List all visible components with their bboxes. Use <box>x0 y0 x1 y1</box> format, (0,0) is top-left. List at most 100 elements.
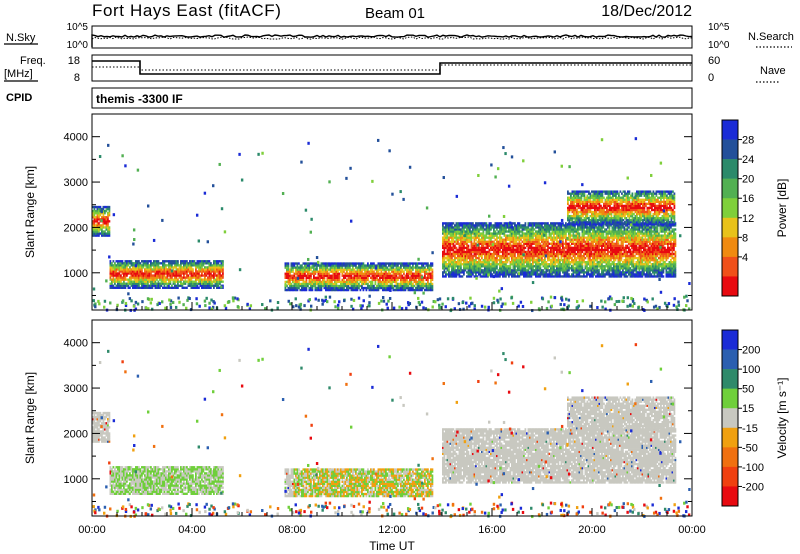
power-cell <box>508 256 510 260</box>
power-cell <box>370 270 372 273</box>
power-cell <box>139 276 142 279</box>
power-cell <box>328 284 330 288</box>
power-cell <box>352 278 354 282</box>
power-cell <box>192 268 194 271</box>
power-cell <box>123 270 125 273</box>
power-cell <box>135 262 137 265</box>
power-cell <box>467 228 470 231</box>
power-cell <box>454 271 456 274</box>
power-cell <box>395 276 398 279</box>
power-cell <box>457 267 459 270</box>
power-cell <box>355 262 357 265</box>
power-cell <box>337 284 339 288</box>
power-cell <box>461 252 464 256</box>
power-cell <box>127 262 130 265</box>
power-cell <box>421 280 423 284</box>
power-cell <box>217 266 220 269</box>
power-cell <box>296 288 299 292</box>
power-cell <box>565 222 567 225</box>
power-cell <box>154 282 157 285</box>
power-cell <box>319 278 321 282</box>
power-cell <box>397 266 399 269</box>
power-cell <box>482 234 485 237</box>
power-cell <box>189 270 191 273</box>
power-cell <box>479 228 482 231</box>
power-cell <box>213 280 215 283</box>
power-cell <box>114 280 116 283</box>
power-cell <box>451 236 453 239</box>
power-cell <box>169 286 172 289</box>
power-cell <box>353 268 356 271</box>
power-cell <box>108 230 111 233</box>
power-cell <box>172 282 175 285</box>
power-cell <box>325 286 327 290</box>
power-cell <box>216 260 218 263</box>
power-cell <box>193 262 196 265</box>
power-cell <box>344 262 347 265</box>
power-cell <box>448 271 450 274</box>
power-cell <box>219 268 221 271</box>
power-cell <box>144 274 146 277</box>
power-cell <box>150 278 152 281</box>
power-cell <box>464 238 467 241</box>
power-cell <box>451 269 453 272</box>
power-cell <box>341 284 344 288</box>
power-cell <box>181 272 184 275</box>
power-cell <box>455 256 458 260</box>
power-cell <box>452 252 455 256</box>
power-cell <box>98 214 100 217</box>
power-cell <box>446 258 449 262</box>
power-cell <box>111 266 113 269</box>
power-cell <box>201 282 203 285</box>
power-cell <box>454 269 456 272</box>
power-cell <box>338 272 341 275</box>
power-cell <box>455 263 458 266</box>
power-cell <box>382 262 384 265</box>
power-cell <box>443 275 446 278</box>
power-cell <box>364 274 366 277</box>
power-cell <box>460 242 462 245</box>
power-cell <box>350 262 353 265</box>
power-cell <box>463 230 465 233</box>
power-cell <box>388 280 390 284</box>
power-cell <box>107 224 109 227</box>
power-cell <box>505 240 507 243</box>
power-cell <box>445 228 447 231</box>
power-cell <box>92 209 94 213</box>
power-cell <box>325 264 327 267</box>
power-cell <box>394 272 396 275</box>
power-cell <box>490 224 492 227</box>
power-cell <box>322 268 324 271</box>
power-cell <box>458 236 461 239</box>
power-cell <box>166 284 169 287</box>
power-cell <box>208 282 211 285</box>
power-cell <box>123 266 125 269</box>
power-cell <box>93 216 96 219</box>
power-cell <box>389 280 392 284</box>
power-cell <box>208 276 211 279</box>
power-cell <box>376 278 378 282</box>
power-cell <box>129 270 131 273</box>
power-cell <box>458 228 461 231</box>
power-cell <box>105 226 108 229</box>
power-cell <box>162 268 164 271</box>
power-cell <box>133 274 136 277</box>
power-cell <box>136 264 139 267</box>
power-cell <box>340 262 342 265</box>
power-cell <box>409 268 411 271</box>
power-cell <box>298 274 300 277</box>
power-cell <box>338 286 341 290</box>
power-cell <box>481 238 483 241</box>
power-cell <box>475 228 477 231</box>
power-cell <box>317 284 320 288</box>
power-cell <box>186 270 188 273</box>
power-cell <box>136 278 139 281</box>
power-cell <box>419 268 422 271</box>
power-cell <box>361 268 363 271</box>
power-cell <box>449 230 452 233</box>
power-cell <box>102 232 105 235</box>
power-cell <box>406 262 408 265</box>
power-cell <box>430 262 432 265</box>
power-cell <box>295 276 297 279</box>
power-cell <box>407 264 410 267</box>
